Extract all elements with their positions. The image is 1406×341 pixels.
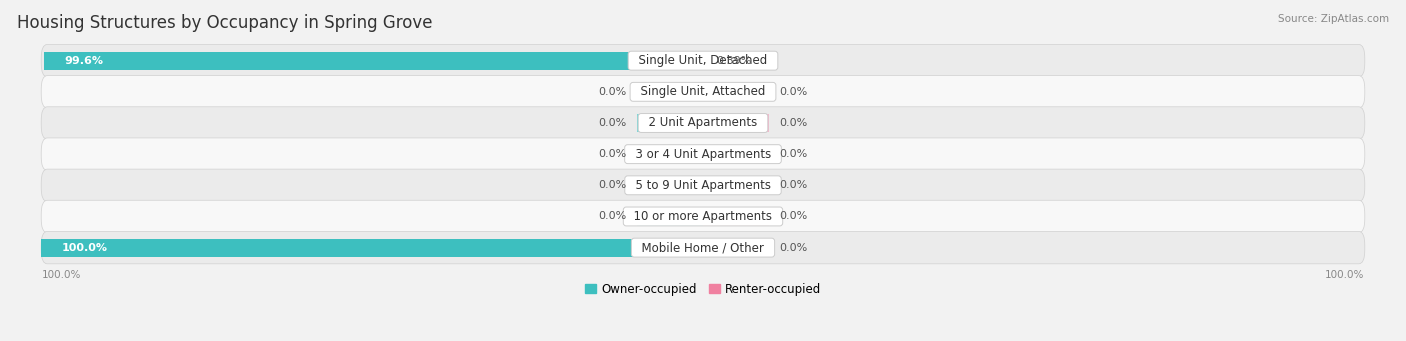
Bar [703, 145, 769, 163]
Text: 99.6%: 99.6% [63, 56, 103, 66]
Text: 0.0%: 0.0% [598, 118, 626, 128]
Text: Source: ZipAtlas.com: Source: ZipAtlas.com [1278, 14, 1389, 24]
Bar [41, 239, 703, 257]
FancyBboxPatch shape [41, 76, 1365, 108]
FancyBboxPatch shape [41, 200, 1365, 233]
Text: 0.0%: 0.0% [780, 180, 808, 190]
FancyBboxPatch shape [41, 169, 1365, 202]
Text: 10 or more Apartments: 10 or more Apartments [626, 210, 780, 223]
Text: Single Unit, Detached: Single Unit, Detached [631, 54, 775, 67]
Text: 0.0%: 0.0% [780, 118, 808, 128]
Text: 100.0%: 100.0% [1326, 270, 1365, 280]
Text: 5 to 9 Unit Apartments: 5 to 9 Unit Apartments [627, 179, 779, 192]
Text: 0.39%: 0.39% [716, 56, 752, 66]
Text: 0.0%: 0.0% [780, 211, 808, 221]
Bar [703, 176, 769, 194]
Text: 0.0%: 0.0% [598, 149, 626, 159]
Text: 0.0%: 0.0% [780, 87, 808, 97]
Bar [637, 145, 703, 163]
Bar [637, 83, 703, 101]
Bar [703, 239, 769, 257]
Text: 0.0%: 0.0% [780, 243, 808, 253]
Text: Mobile Home / Other: Mobile Home / Other [634, 241, 772, 254]
Bar [703, 51, 706, 70]
Bar [703, 207, 769, 225]
Text: 100.0%: 100.0% [41, 270, 80, 280]
Bar [703, 83, 769, 101]
Text: Housing Structures by Occupancy in Spring Grove: Housing Structures by Occupancy in Sprin… [17, 14, 433, 32]
Bar [703, 114, 769, 132]
Text: 100.0%: 100.0% [62, 243, 107, 253]
Bar [44, 51, 703, 70]
FancyBboxPatch shape [41, 138, 1365, 170]
Text: 2 Unit Apartments: 2 Unit Apartments [641, 117, 765, 130]
FancyBboxPatch shape [41, 44, 1365, 77]
Text: 0.0%: 0.0% [598, 87, 626, 97]
Text: 3 or 4 Unit Apartments: 3 or 4 Unit Apartments [627, 148, 779, 161]
Bar [637, 114, 703, 132]
Bar [637, 207, 703, 225]
Text: 0.0%: 0.0% [598, 211, 626, 221]
Legend: Owner-occupied, Renter-occupied: Owner-occupied, Renter-occupied [579, 278, 827, 300]
FancyBboxPatch shape [41, 232, 1365, 264]
Text: 0.0%: 0.0% [598, 180, 626, 190]
FancyBboxPatch shape [41, 107, 1365, 139]
Bar [637, 176, 703, 194]
Text: Single Unit, Attached: Single Unit, Attached [633, 85, 773, 98]
Text: 0.0%: 0.0% [780, 149, 808, 159]
